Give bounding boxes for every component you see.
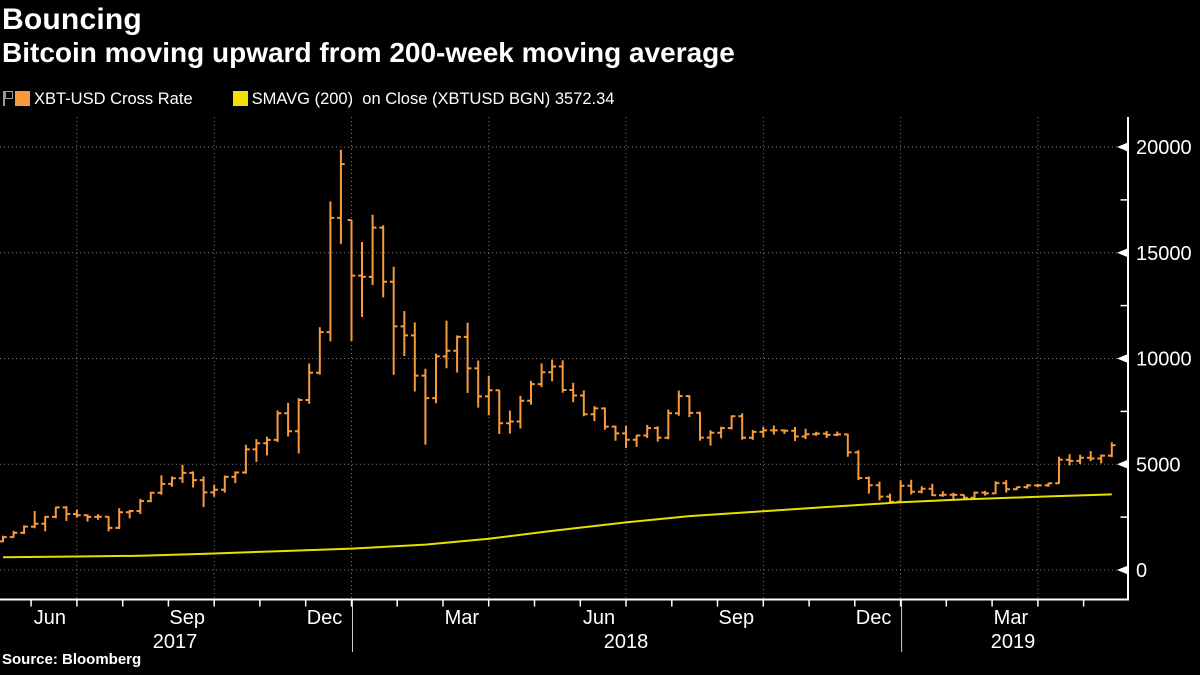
- series1-swatch-icon: [15, 91, 30, 106]
- year-label: 2019: [991, 631, 1036, 653]
- y-tick-label: 5000: [1136, 454, 1181, 476]
- y-tick-label: 0: [1136, 560, 1147, 582]
- sma-line: [2, 493, 1112, 559]
- y-axis-ticks: 0 5000 10000 15000 20000: [1117, 137, 1192, 582]
- month-label: Dec: [856, 607, 892, 629]
- chart-title: Bouncing: [2, 3, 142, 36]
- y-tick-label: 20000: [1136, 137, 1192, 159]
- month-label: Mar: [445, 607, 480, 629]
- year-label: 2018: [604, 631, 649, 653]
- month-label: Jun: [583, 607, 615, 629]
- year-dividers: [352, 600, 903, 652]
- month-label: Sep: [719, 607, 755, 629]
- ohlc-bars: [0, 149, 1116, 543]
- gridlines: [0, 117, 1128, 599]
- series2-label: SMAVG (200) on Close (XBTUSD BGN) 3572.3…: [251, 90, 615, 108]
- month-label: Jun: [34, 607, 66, 629]
- series1-label: XBT-USD Cross Rate: [34, 90, 193, 108]
- chart-legend: XBT-USD Cross Rate SMAVG (200) on Close …: [3, 90, 614, 108]
- marker-stem: [3, 91, 5, 106]
- series2-swatch-icon: [232, 91, 248, 106]
- month-label: Mar: [994, 607, 1029, 629]
- marker-box: [5, 91, 13, 99]
- month-label: Dec: [307, 607, 343, 629]
- chart-subtitle: Bitcoin moving upward from 200-week movi…: [2, 37, 735, 68]
- source-note: Source: Bloomberg: [2, 651, 142, 668]
- x-axis-ticks: Jun Sep Dec Mar Jun Sep Dec Mar 2017 2018 2019: [30, 600, 1085, 653]
- year-label: 2017: [153, 631, 198, 653]
- annotation-marker-icon: [3, 91, 13, 107]
- y-tick-label: 15000: [1136, 243, 1192, 265]
- chart-header: Bouncing Bitcoin moving upward from 200-…: [2, 2, 735, 68]
- y-tick-label: 10000: [1136, 349, 1192, 371]
- month-label: Sep: [169, 607, 205, 629]
